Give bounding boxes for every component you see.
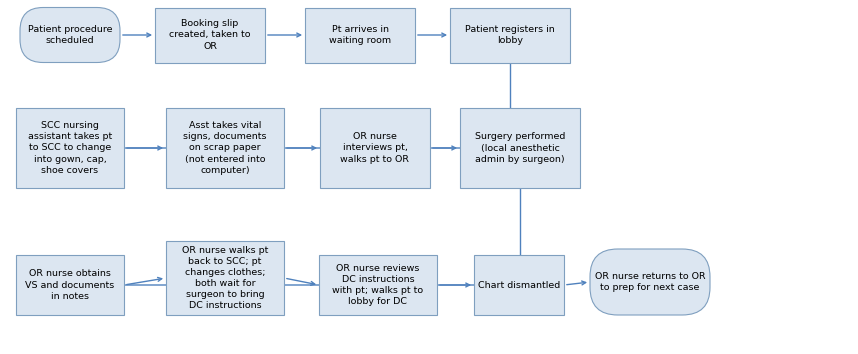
FancyBboxPatch shape — [166, 108, 284, 188]
Text: OR nurse walks pt
back to SCC; pt
changes clothes;
both wait for
surgeon to brin: OR nurse walks pt back to SCC; pt change… — [182, 246, 269, 310]
Text: Booking slip
created, taken to
OR: Booking slip created, taken to OR — [169, 19, 251, 51]
FancyBboxPatch shape — [590, 249, 710, 315]
FancyBboxPatch shape — [450, 7, 570, 63]
Text: Patient procedure
scheduled: Patient procedure scheduled — [27, 25, 112, 45]
FancyBboxPatch shape — [20, 7, 120, 63]
Text: Pt arrives in
waiting room: Pt arrives in waiting room — [329, 25, 391, 45]
Text: OR nurse obtains
VS and documents
in notes: OR nurse obtains VS and documents in not… — [26, 269, 115, 301]
FancyBboxPatch shape — [16, 108, 124, 188]
FancyBboxPatch shape — [320, 108, 430, 188]
Text: Chart dismantled: Chart dismantled — [478, 280, 560, 290]
FancyBboxPatch shape — [474, 255, 564, 315]
Text: SCC nursing
assistant takes pt
to SCC to change
into gown, cap,
shoe covers: SCC nursing assistant takes pt to SCC to… — [27, 121, 112, 175]
Text: OR nurse
interviews pt,
walks pt to OR: OR nurse interviews pt, walks pt to OR — [341, 132, 409, 164]
Text: Patient registers in
lobby: Patient registers in lobby — [465, 25, 555, 45]
Text: OR nurse returns to OR
to prep for next case: OR nurse returns to OR to prep for next … — [595, 272, 705, 292]
FancyBboxPatch shape — [305, 7, 415, 63]
FancyBboxPatch shape — [16, 255, 124, 315]
FancyBboxPatch shape — [460, 108, 580, 188]
FancyBboxPatch shape — [155, 7, 265, 63]
FancyBboxPatch shape — [319, 255, 437, 315]
FancyBboxPatch shape — [166, 241, 284, 315]
Text: Asst takes vital
signs, documents
on scrap paper
(not entered into
computer): Asst takes vital signs, documents on scr… — [184, 121, 267, 175]
Text: OR nurse reviews
DC instructions
with pt; walks pt to
lobby for DC: OR nurse reviews DC instructions with pt… — [332, 264, 424, 306]
Text: Surgery performed
(local anesthetic
admin by surgeon): Surgery performed (local anesthetic admi… — [474, 132, 565, 164]
